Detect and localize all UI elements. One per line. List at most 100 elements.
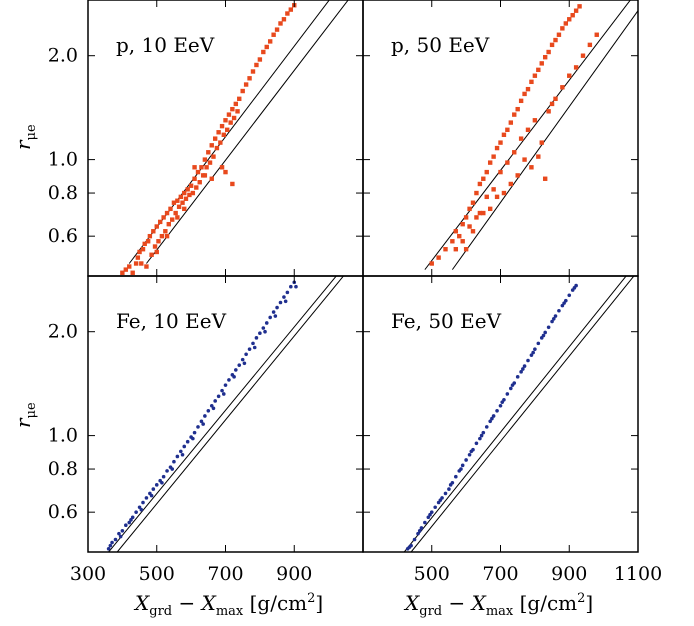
data-point [234, 368, 238, 372]
data-point [202, 173, 208, 178]
data-point [512, 150, 517, 155]
data-point [154, 224, 159, 229]
data-point [163, 229, 168, 234]
data-point [244, 352, 248, 357]
data-point [221, 392, 226, 396]
data-point [223, 383, 228, 387]
data-point [170, 217, 175, 222]
data-point [192, 430, 197, 435]
data-point [533, 347, 537, 351]
data-point [190, 190, 196, 196]
data-point [498, 403, 503, 408]
data-point [165, 469, 169, 473]
data-point [275, 305, 279, 310]
data-point [474, 190, 479, 196]
data-point [417, 528, 422, 533]
data-point [594, 32, 599, 37]
data-point [546, 49, 551, 55]
data-point [182, 190, 187, 196]
data-point [529, 353, 534, 357]
data-point [196, 425, 200, 429]
data-point [519, 370, 523, 374]
data-point [135, 255, 141, 260]
data-point [214, 145, 220, 151]
data-point [173, 210, 178, 216]
panel-label: p, 50 EeV [391, 33, 490, 57]
data-point [498, 140, 503, 145]
data-point [460, 221, 465, 227]
data-point [532, 73, 538, 78]
data-point [257, 57, 263, 62]
data-point [247, 347, 252, 351]
data-point [508, 120, 514, 125]
data-point [247, 76, 252, 81]
data-point [553, 314, 558, 318]
y-axis-label-bottom: rμe [11, 402, 39, 428]
fit-line [146, 0, 349, 264]
data-point [563, 21, 569, 26]
data-point [175, 198, 180, 203]
data-point [416, 531, 420, 536]
data-point [463, 215, 469, 220]
data-point [494, 194, 500, 200]
data-point [551, 316, 556, 321]
data-point [467, 206, 472, 212]
data-point [550, 319, 554, 324]
data-point [225, 127, 230, 132]
data-point [553, 96, 558, 102]
data-point [525, 127, 531, 132]
data-point [562, 301, 566, 305]
data-point [274, 27, 280, 32]
data-point [230, 106, 235, 112]
data-point [139, 507, 144, 512]
data-point [467, 224, 472, 229]
data-point [573, 65, 579, 70]
data-point [467, 452, 472, 457]
data-point [433, 505, 437, 510]
data-point [154, 249, 159, 255]
data-point [159, 233, 165, 239]
data-point [501, 190, 507, 196]
data-point [289, 284, 293, 289]
fit-line [403, 276, 627, 552]
data-point [228, 120, 233, 125]
data-point [285, 11, 290, 16]
data-point [587, 42, 593, 48]
x-tick-label: 700 [482, 563, 518, 585]
data-point [202, 157, 208, 162]
x-tick-label: 900 [551, 563, 587, 585]
data-point [188, 183, 194, 188]
data-point [230, 181, 235, 187]
data-point [152, 244, 158, 249]
fit-line [410, 276, 635, 552]
data-point [546, 109, 551, 114]
data-point [145, 239, 151, 244]
data-point [168, 206, 173, 212]
data-point [474, 441, 479, 446]
data-point [577, 4, 582, 9]
data-point [509, 386, 513, 391]
data-point [285, 290, 290, 295]
data-point [477, 210, 483, 216]
data-point [515, 173, 520, 178]
data-point [436, 255, 441, 260]
data-point [203, 414, 207, 418]
data-point [258, 331, 262, 336]
data-point [443, 491, 448, 496]
data-point [567, 293, 572, 298]
data-point [515, 375, 520, 379]
data-point [488, 419, 492, 424]
data-point [137, 249, 142, 255]
data-point [567, 17, 572, 22]
data-point [501, 132, 507, 137]
data-point [438, 498, 443, 502]
data-point [127, 264, 132, 269]
data-point [498, 169, 503, 175]
data-point [240, 88, 245, 94]
data-point [182, 206, 187, 212]
data-point [130, 515, 135, 520]
data-point [573, 8, 579, 13]
data-point [557, 308, 561, 313]
data-point [207, 160, 213, 165]
